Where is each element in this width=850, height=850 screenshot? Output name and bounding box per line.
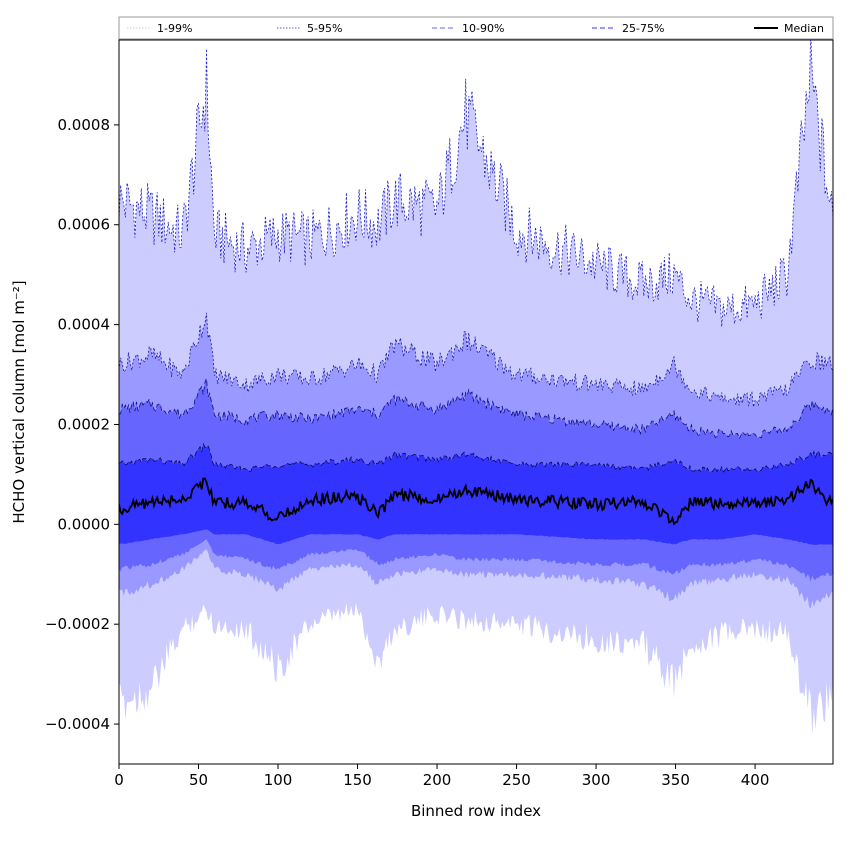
y-tick-label: 0.0004 <box>58 316 111 334</box>
band-upper-edge-1-99 <box>119 40 833 327</box>
x-tick-label: 100 <box>264 771 293 789</box>
legend-label-10-90: 10-90% <box>462 22 504 35</box>
y-tick-label: −0.0002 <box>45 615 110 633</box>
median-layer <box>119 477 833 526</box>
x-tick-label: 300 <box>582 771 611 789</box>
band-upper-edge-10-90 <box>119 378 833 440</box>
legend-box <box>118 16 834 40</box>
y-tick-label: 0.0008 <box>58 116 111 134</box>
plot-frame <box>118 39 834 765</box>
legend-label-5-95: 5-95% <box>307 22 342 35</box>
x-axis: 0 50 100 150 200 250 300 350 400 <box>114 764 769 789</box>
y-tick-label: 0.0006 <box>58 216 111 234</box>
x-axis-label: Binned row index <box>411 802 541 820</box>
y-tick-label: 0.0000 <box>58 515 111 533</box>
band-upper-edge-25-75 <box>119 442 833 473</box>
x-tick-label: 400 <box>741 771 770 789</box>
y-tick-label: −0.0004 <box>45 715 110 733</box>
x-tick-label: 200 <box>423 771 452 789</box>
legend-label-median: Median <box>784 22 824 35</box>
x-tick-label: 50 <box>189 771 208 789</box>
x-tick-label: 150 <box>343 771 372 789</box>
median-line <box>119 477 833 526</box>
legend-label-25-75: 25-75% <box>622 22 664 35</box>
band-layer <box>119 40 833 735</box>
y-axis-label: HCHO vertical column [mol m⁻²] <box>10 280 28 523</box>
y-axis: −0.0004 −0.0002 0.0000 0.0002 0.0004 0.0006 0.… <box>45 116 119 733</box>
band-upper-edge-5-95 <box>119 312 833 408</box>
legend: 1-99% 5-95% 10-90% 25-75% Median <box>118 16 834 40</box>
x-tick-label: 350 <box>661 771 690 789</box>
x-tick-label: 250 <box>502 771 531 789</box>
y-tick-label: 0.0002 <box>58 415 111 433</box>
x-tick-label: 0 <box>114 771 124 789</box>
band-edge-layer <box>119 40 833 473</box>
legend-label-1-99: 1-99% <box>157 22 192 35</box>
